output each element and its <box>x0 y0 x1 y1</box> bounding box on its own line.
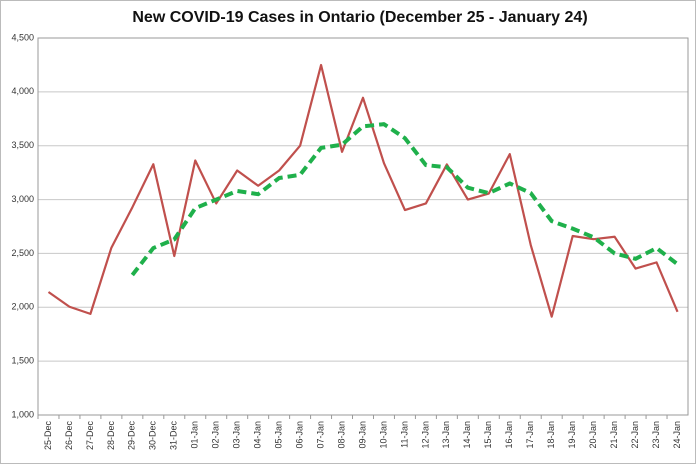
y-tick-label: 3,000 <box>11 194 34 204</box>
y-tick-label: 2,000 <box>11 302 34 312</box>
y-tick-label: 1,500 <box>11 356 34 366</box>
x-tick-label: 20-Jan <box>588 421 598 449</box>
x-tick-label: 13-Jan <box>441 421 451 449</box>
x-tick-label: 07-Jan <box>315 421 325 449</box>
x-tick-label: 11-Jan <box>399 421 409 448</box>
x-tick-label: 04-Jan <box>253 421 263 449</box>
x-tick-label: 28-Dec <box>106 421 116 451</box>
x-tick-label: 02-Jan <box>211 421 221 449</box>
y-tick-label: 3,500 <box>11 140 34 150</box>
x-tick-label: 30-Dec <box>148 421 158 451</box>
x-tick-label: 01-Jan <box>190 421 200 449</box>
x-tick-label: 09-Jan <box>357 421 367 449</box>
x-tick-label: 08-Jan <box>336 421 346 449</box>
y-tick-label: 4,000 <box>11 86 34 96</box>
chart-title: New COVID-19 Cases in Ontario (December … <box>132 9 587 26</box>
x-tick-label: 10-Jan <box>378 421 388 449</box>
series-line <box>47 63 679 318</box>
x-tick-label: 03-Jan <box>232 421 242 449</box>
x-tick-label: 05-Jan <box>274 421 284 449</box>
y-tick-label: 1,000 <box>11 409 34 419</box>
x-tick-label: 23-Jan <box>651 421 661 449</box>
x-tick-label: 12-Jan <box>420 421 430 449</box>
plot-border <box>37 37 689 416</box>
x-tick-label: 14-Jan <box>462 421 472 449</box>
y-tick-label: 2,500 <box>11 248 34 258</box>
x-tick-label: 26-Dec <box>64 421 74 451</box>
x-tick-label: 22-Jan <box>630 421 640 449</box>
x-tick-label: 18-Jan <box>546 421 556 449</box>
x-tick-label: 19-Jan <box>567 421 577 449</box>
x-tick-label: 31-Dec <box>169 421 179 451</box>
x-tick-label: 27-Dec <box>85 421 95 451</box>
y-tick-label: 4,500 <box>11 32 34 42</box>
x-tick-label: 16-Jan <box>504 421 514 449</box>
x-tick-label: 15-Jan <box>483 421 493 449</box>
x-tick-label: 24-Jan <box>672 421 682 449</box>
series-line <box>130 122 679 277</box>
x-tick-label: 21-Jan <box>609 421 619 449</box>
x-tick-label: 17-Jan <box>525 421 535 449</box>
x-tick-label: 06-Jan <box>294 421 304 449</box>
x-tick-label: 25-Dec <box>43 421 53 451</box>
x-tick-label: 29-Dec <box>127 421 137 451</box>
